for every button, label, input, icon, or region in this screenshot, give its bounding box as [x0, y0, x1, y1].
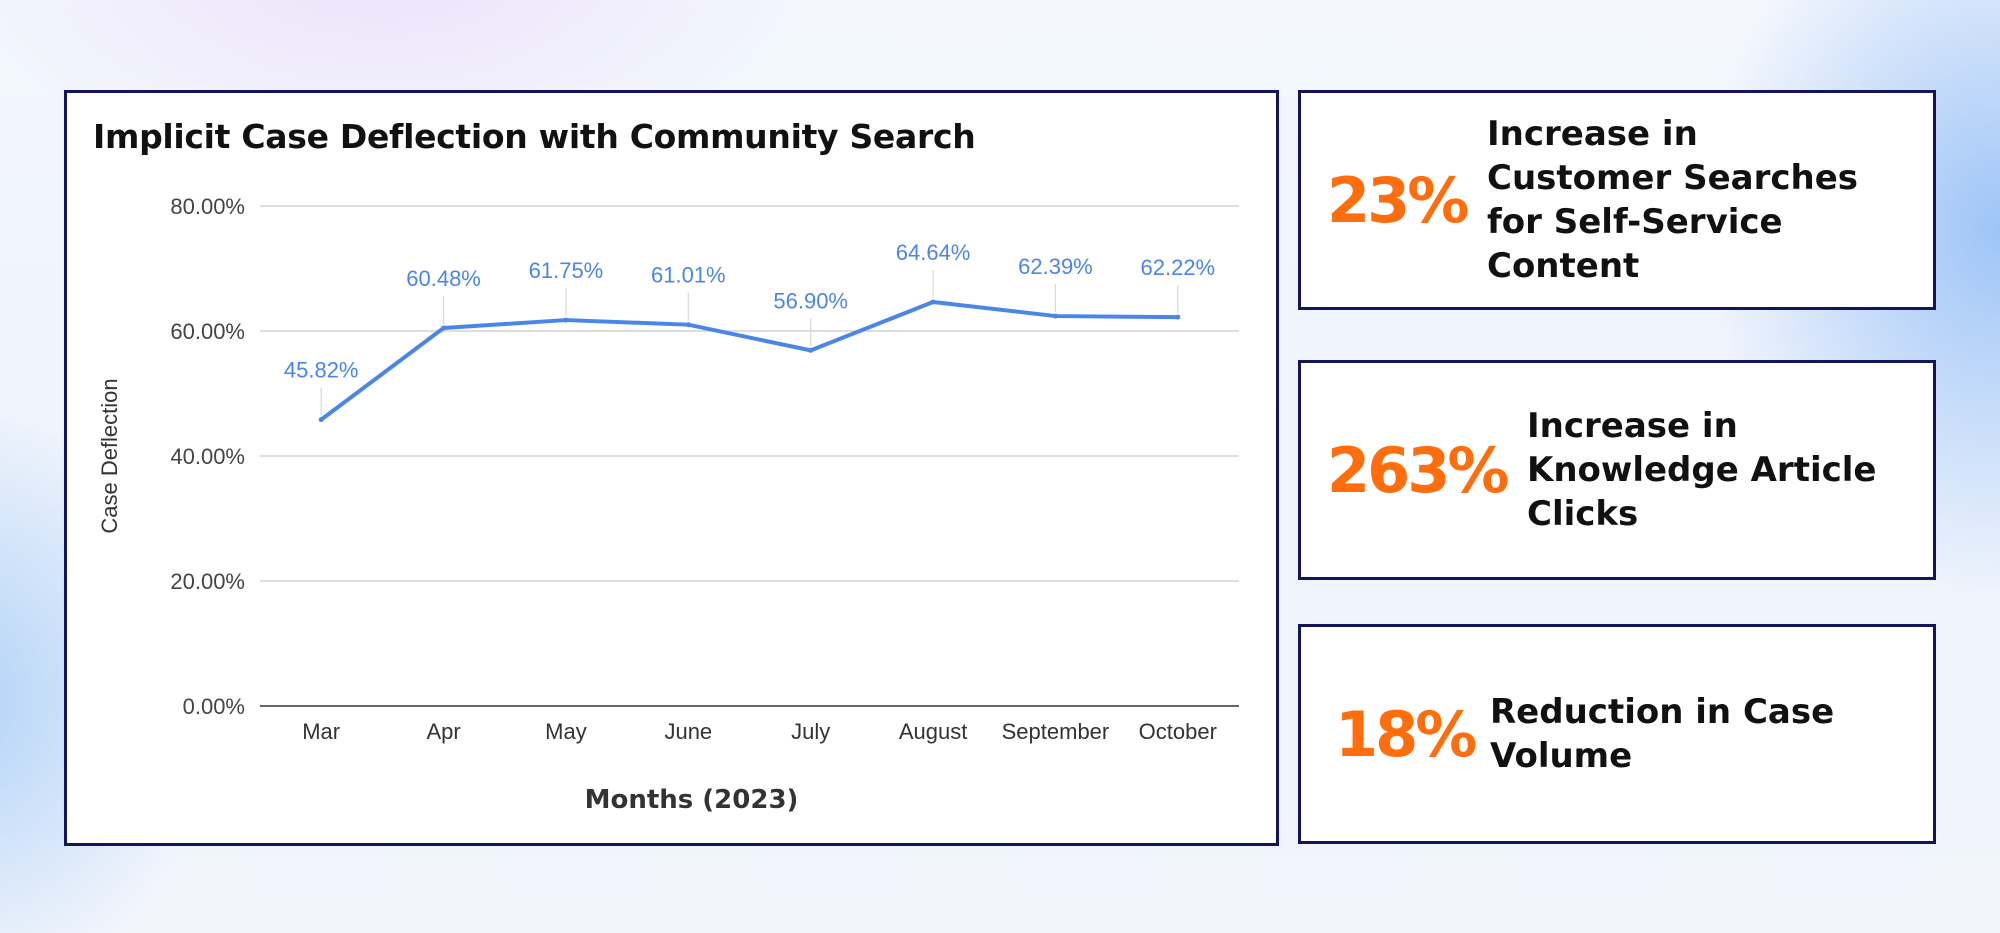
x-tick-label: July	[791, 719, 830, 744]
data-label: 61.01%	[651, 263, 726, 288]
y-tick-label: 80.00%	[170, 194, 245, 219]
x-tick-label: Mar	[302, 719, 340, 744]
data-point	[808, 347, 814, 353]
data-point	[563, 317, 569, 323]
y-tick-label: 0.00%	[183, 694, 245, 719]
x-tick-label: May	[545, 719, 587, 744]
data-label: 45.82%	[284, 358, 359, 383]
data-point	[1175, 314, 1181, 320]
stat-description: Increase in Customer Searches for Self-S…	[1487, 112, 1858, 288]
data-point	[441, 325, 447, 331]
stat-value: 18%	[1335, 697, 1477, 771]
stat-value: 263%	[1327, 433, 1510, 507]
y-tick-label: 60.00%	[170, 319, 245, 344]
x-axis-title: Months (2023)	[585, 785, 799, 815]
stat-description-line: Increase in	[1527, 406, 1738, 446]
data-point	[685, 322, 691, 328]
data-label: 62.39%	[1018, 254, 1093, 279]
series-line	[319, 300, 1180, 422]
data-label: 56.90%	[773, 288, 848, 313]
stat-card-searches: 23% Increase in Customer Searches for Se…	[1298, 90, 1936, 310]
data-point	[930, 299, 936, 305]
chart-panel: Implicit Case Deflection with Community …	[64, 90, 1279, 846]
stat-description: Reduction in Case Volume	[1490, 690, 1834, 778]
stat-description-line: Customer Searches	[1487, 158, 1859, 198]
x-tick-label: October	[1139, 719, 1217, 744]
x-tick-label: Apr	[426, 719, 460, 744]
stat-description-line: Knowledge Article	[1527, 450, 1877, 490]
stat-card-clicks: 263% Increase in Knowledge Article Click…	[1298, 360, 1936, 580]
data-label: 64.64%	[896, 240, 971, 265]
y-axis-title: Case Deflection	[97, 378, 122, 533]
stat-description-line: Volume	[1490, 736, 1633, 776]
data-point	[1052, 313, 1058, 319]
x-tick-label: August	[899, 719, 968, 744]
data-point	[318, 417, 324, 423]
stat-description-line: for Self-Service	[1487, 202, 1783, 242]
x-tick-label: June	[664, 719, 712, 744]
stat-description-line: Reduction in Case	[1490, 692, 1835, 732]
stat-description-line: Increase in	[1487, 114, 1698, 154]
stat-card-case-volume: 18% Reduction in Case Volume	[1298, 624, 1936, 844]
y-tick-label: 40.00%	[170, 444, 245, 469]
stat-value: 23%	[1327, 163, 1469, 237]
stat-description-line: Content	[1487, 246, 1640, 286]
x-tick-label: September	[1002, 719, 1110, 744]
line-chart: 0.00% 20.00% 40.00% 60.00% 80.00% Mar Apr May Ju…	[97, 194, 1239, 815]
stat-description: Increase in Knowledge Article Clicks	[1527, 404, 1876, 536]
chart-title: Implicit Case Deflection with Community …	[93, 117, 976, 156]
data-label: 62.22%	[1141, 255, 1216, 280]
stat-description-line: Clicks	[1527, 494, 1639, 534]
data-label: 60.48%	[406, 266, 481, 291]
data-label: 61.75%	[529, 258, 604, 283]
y-tick-label: 20.00%	[170, 569, 245, 594]
